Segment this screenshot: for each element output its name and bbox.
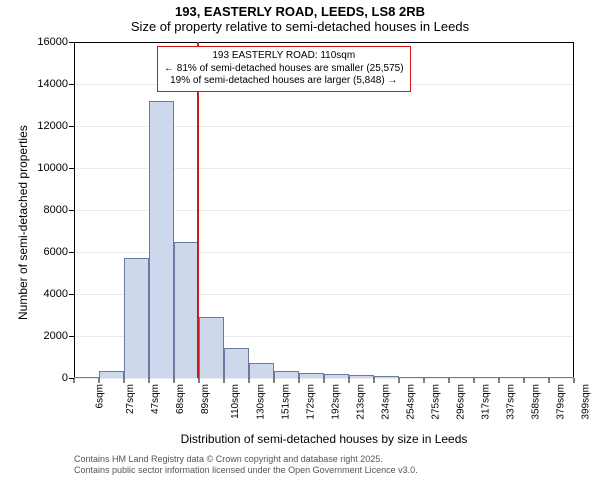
xtick-label: 6sqm <box>94 384 105 408</box>
histogram-bar <box>74 377 99 378</box>
xtick-label: 379sqm <box>556 384 567 420</box>
xtick-label: 213sqm <box>356 384 367 420</box>
xtick-mark <box>224 378 225 383</box>
histogram-bar <box>374 376 399 378</box>
xtick-mark <box>174 378 175 383</box>
xtick-label: 234sqm <box>381 384 392 420</box>
annotation-line: 19% of semi-detached houses are larger (… <box>164 75 404 88</box>
xtick-label: 317sqm <box>481 384 492 420</box>
histogram-bar <box>524 377 549 378</box>
histogram-bar <box>224 348 249 378</box>
annotation-line: ← 81% of semi-detached houses are smalle… <box>164 63 404 76</box>
xtick-label: 275sqm <box>431 384 442 420</box>
xtick-label: 358sqm <box>531 384 542 420</box>
xtick-mark <box>499 378 500 383</box>
xtick-label: 254sqm <box>406 384 417 420</box>
xtick-mark <box>549 378 550 383</box>
ytick-label: 6000 <box>44 246 74 258</box>
title-line-2: Size of property relative to semi-detach… <box>0 19 600 34</box>
xtick-mark <box>99 378 100 383</box>
histogram-bar <box>474 377 499 378</box>
title-line-1: 193, EASTERLY ROAD, LEEDS, LS8 2RB <box>0 4 600 19</box>
attribution: Contains HM Land Registry data © Crown c… <box>74 454 418 477</box>
xtick-mark <box>149 378 150 383</box>
xtick-label: 151sqm <box>281 384 292 420</box>
chart-container: 193, EASTERLY ROAD, LEEDS, LS8 2RB Size … <box>0 0 600 500</box>
titles: 193, EASTERLY ROAD, LEEDS, LS8 2RB Size … <box>0 0 600 34</box>
xtick-mark <box>324 378 325 383</box>
xtick-mark <box>299 378 300 383</box>
y-axis-label: Number of semi-detached properties <box>16 125 30 320</box>
xtick-mark <box>274 378 275 383</box>
xtick-label: 296sqm <box>456 384 467 420</box>
x-axis-label: Distribution of semi-detached houses by … <box>74 432 574 446</box>
attribution-line: Contains HM Land Registry data © Crown c… <box>74 454 418 465</box>
xtick-mark <box>199 378 200 383</box>
histogram-bar <box>349 375 374 378</box>
histogram-bar <box>499 377 524 378</box>
xtick-label: 89sqm <box>200 384 211 414</box>
histogram-bar <box>149 101 174 378</box>
plot-area: 02000400060008000100001200014000160006sq… <box>74 42 574 378</box>
xtick-mark <box>74 378 75 383</box>
xtick-mark <box>349 378 350 383</box>
ytick-label: 8000 <box>44 204 74 216</box>
ytick-label: 4000 <box>44 288 74 300</box>
xtick-label: 130sqm <box>256 384 267 420</box>
xtick-label: 68sqm <box>175 384 186 414</box>
histogram-bar <box>249 363 274 378</box>
histogram-bar <box>124 258 149 378</box>
histogram-bar <box>324 374 349 378</box>
xtick-mark <box>574 378 575 383</box>
xtick-mark <box>474 378 475 383</box>
xtick-mark <box>399 378 400 383</box>
xtick-mark <box>249 378 250 383</box>
xtick-label: 192sqm <box>331 384 342 420</box>
annotation-line: 193 EASTERLY ROAD: 110sqm <box>164 50 404 63</box>
histogram-bar <box>99 371 124 378</box>
xtick-label: 337sqm <box>506 384 517 420</box>
ytick-label: 14000 <box>37 78 74 90</box>
ytick-label: 16000 <box>37 36 74 48</box>
attribution-line: Contains public sector information licen… <box>74 465 418 476</box>
xtick-label: 27sqm <box>125 384 136 414</box>
xtick-mark <box>374 378 375 383</box>
ytick-label: 2000 <box>44 330 74 342</box>
histogram-bar <box>549 377 574 378</box>
xtick-mark <box>124 378 125 383</box>
histogram-bar <box>299 373 324 378</box>
ytick-label: 12000 <box>37 120 74 132</box>
xtick-label: 399sqm <box>581 384 592 420</box>
histogram-bar <box>399 377 424 378</box>
annotation-box: 193 EASTERLY ROAD: 110sqm← 81% of semi-d… <box>157 46 411 92</box>
histogram-bar <box>424 377 449 378</box>
reference-line <box>197 42 199 378</box>
grid-line <box>74 42 574 43</box>
histogram-bar <box>449 377 474 378</box>
xtick-mark <box>524 378 525 383</box>
xtick-mark <box>424 378 425 383</box>
xtick-label: 47sqm <box>150 384 161 414</box>
xtick-mark <box>449 378 450 383</box>
histogram-bar <box>274 371 299 378</box>
histogram-bar <box>174 242 199 379</box>
ytick-label: 0 <box>62 372 74 384</box>
histogram-bar <box>199 317 224 378</box>
xtick-label: 172sqm <box>306 384 317 420</box>
xtick-label: 110sqm <box>230 384 241 419</box>
ytick-label: 10000 <box>37 162 74 174</box>
